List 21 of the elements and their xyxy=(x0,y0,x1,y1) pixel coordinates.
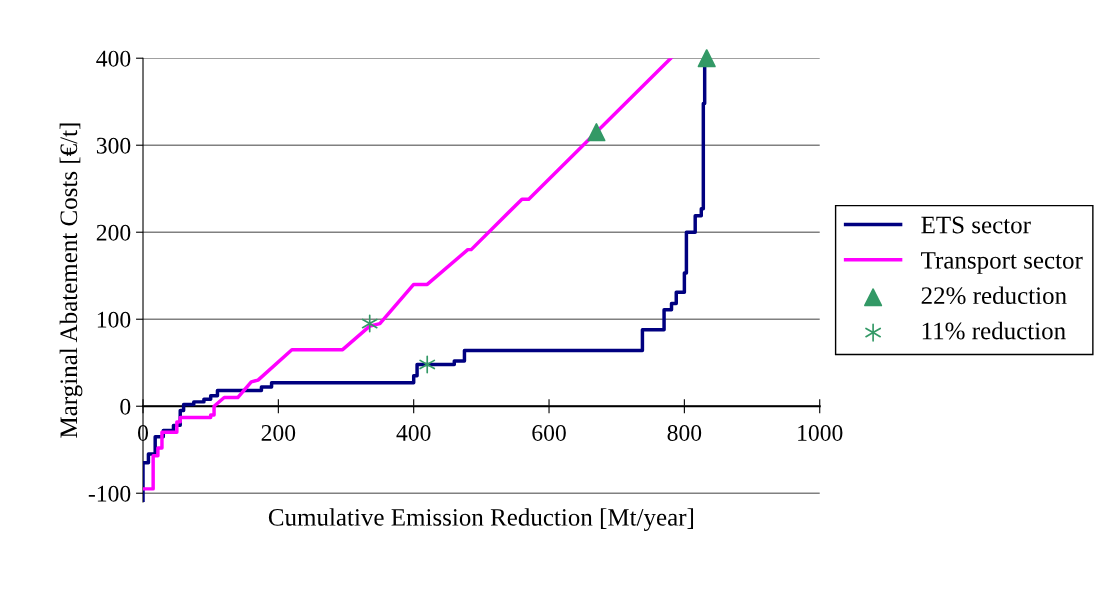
point xyxy=(587,123,606,142)
y-axis-title: Marginal Abatement Costs [€/t] xyxy=(59,123,83,438)
legend-label: ETS sector xyxy=(921,216,1031,234)
x-tick-label: 800 xyxy=(667,424,702,441)
y-tick-label: 0 xyxy=(120,398,131,415)
point xyxy=(419,355,436,374)
y-tick-label: 200 xyxy=(96,224,131,241)
y-tick-label: 300 xyxy=(96,137,131,154)
legend-label: 11% reduction xyxy=(922,321,1066,340)
y-tick-label: -100 xyxy=(88,485,131,502)
x-tick-label: 400 xyxy=(396,424,431,441)
y-tick-label: 400 xyxy=(96,50,131,67)
x-tick-label: 1000 xyxy=(798,424,843,441)
x-tick-label: 600 xyxy=(532,424,566,441)
x-axis-title: Cumulative Emission Reduction [Mt/year] xyxy=(268,508,694,531)
x-tick-label: 200 xyxy=(261,424,296,441)
point xyxy=(361,314,378,333)
y-tick-label: 100 xyxy=(97,311,131,328)
legend-label: 22% reduction xyxy=(921,286,1067,305)
point xyxy=(697,49,716,68)
legend-label: Transport sector xyxy=(921,252,1083,274)
